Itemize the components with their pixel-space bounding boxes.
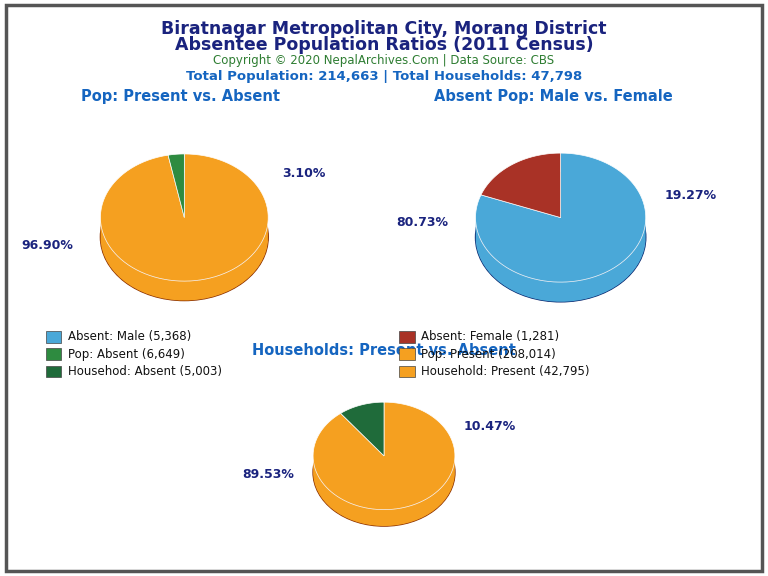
Text: Pop: Present vs. Absent: Pop: Present vs. Absent [81,89,280,104]
Text: Absent Pop: Male vs. Female: Absent Pop: Male vs. Female [434,89,672,104]
Text: Total Population: 214,663 | Total Households: 47,798: Total Population: 214,663 | Total Househ… [186,70,582,84]
Polygon shape [313,402,455,510]
Text: 19.27%: 19.27% [664,189,717,202]
Text: Househod: Absent (5,003): Househod: Absent (5,003) [68,365,222,378]
Polygon shape [341,402,384,456]
Text: 80.73%: 80.73% [396,215,448,229]
Text: Absent: Male (5,368): Absent: Male (5,368) [68,331,190,343]
Polygon shape [475,222,646,302]
Text: Household: Present (42,795): Household: Present (42,795) [421,365,589,378]
Polygon shape [475,153,646,282]
Text: 89.53%: 89.53% [243,468,294,481]
Text: Absent: Female (1,281): Absent: Female (1,281) [421,331,559,343]
Polygon shape [101,154,268,281]
Ellipse shape [101,173,268,301]
Ellipse shape [313,419,455,526]
Text: Households: Present vs. Absent: Households: Present vs. Absent [252,343,516,358]
Polygon shape [101,222,268,301]
Text: Pop: Absent (6,649): Pop: Absent (6,649) [68,348,184,361]
Text: Pop: Present (208,014): Pop: Present (208,014) [421,348,555,361]
Text: 3.10%: 3.10% [282,167,325,180]
Text: Copyright © 2020 NepalArchives.Com | Data Source: CBS: Copyright © 2020 NepalArchives.Com | Dat… [214,54,554,67]
Text: Biratnagar Metropolitan City, Morang District: Biratnagar Metropolitan City, Morang Dis… [161,20,607,38]
Ellipse shape [475,173,646,302]
Polygon shape [313,458,455,526]
Text: 96.90%: 96.90% [22,239,74,252]
Polygon shape [481,153,561,218]
Text: Absentee Population Ratios (2011 Census): Absentee Population Ratios (2011 Census) [174,36,594,54]
Polygon shape [168,154,184,218]
Text: 10.47%: 10.47% [464,419,516,433]
